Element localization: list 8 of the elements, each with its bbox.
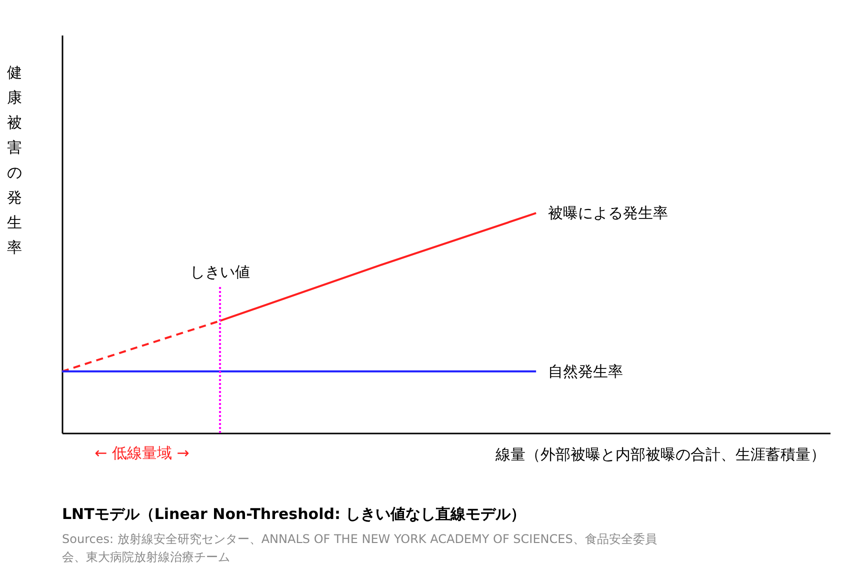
series-label: 被曝による発生率 xyxy=(548,204,668,222)
source-note: Sources: 放射線安全研究センター、ANNALS OF THE NEW YORK ACADEMY OF SCIENCES、食品安全委員会、東大病院放射線治療チーム xyxy=(62,531,658,566)
text: ← 低線量域 → xyxy=(94,444,190,463)
text: LNTモデル（Linear Non-Threshold: しきい値なし直線モデル） xyxy=(62,505,526,524)
text: しきい値 xyxy=(190,263,250,281)
x-axis-title: 線量（外部被曝と内部被曝の合計、生涯蓄積量） xyxy=(494,446,826,464)
y-axis-title: 健康被害の発生率 xyxy=(7,64,22,256)
series-label: 自然発生率 xyxy=(548,362,624,380)
